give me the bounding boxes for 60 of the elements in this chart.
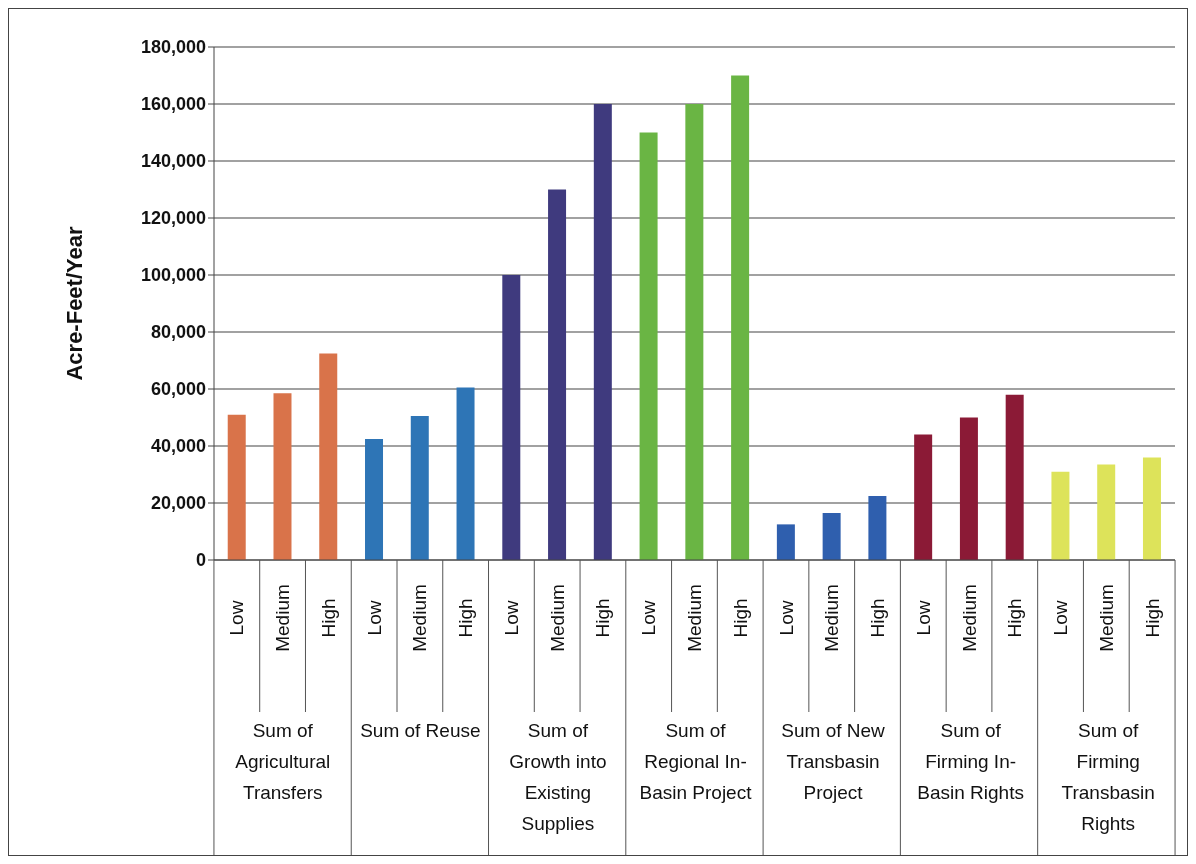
x-tick-label: High — [317, 598, 339, 638]
x-tick-label: Low — [226, 600, 248, 636]
y-tick-label: 0 — [195, 550, 206, 571]
text: Sum of Reuse — [359, 719, 482, 743]
x-tick-label: Medium — [546, 584, 568, 652]
bar — [1142, 457, 1161, 560]
bar — [1051, 471, 1070, 560]
y-tick-label: 40,000 — [150, 436, 206, 457]
x-tick-label: Medium — [684, 584, 705, 652]
bar — [822, 512, 841, 560]
bar — [776, 524, 795, 560]
x-tick-label: Low — [363, 600, 385, 636]
x-tick-label: Low — [912, 600, 934, 636]
bar — [365, 438, 384, 560]
bar — [502, 275, 521, 560]
y-tick-label: 60,000 — [150, 379, 206, 400]
bar — [410, 416, 429, 560]
bar — [273, 393, 292, 560]
text: Sum of Growth into Existing Supplies — [508, 719, 608, 836]
bar — [456, 387, 475, 560]
x-tick-label: Medium — [821, 584, 843, 652]
bar — [959, 417, 978, 560]
bar — [685, 104, 704, 560]
x-tick-label: Medium — [272, 584, 294, 652]
text: Sum of Regional In-Basin Project — [638, 719, 753, 805]
text: Sum of Firming Transbasin Rights — [1060, 719, 1156, 836]
x-tick-label: Medium — [958, 584, 980, 652]
bar — [593, 104, 612, 560]
y-axis-title: Acre-Feet/Year — [61, 226, 87, 381]
bar — [1005, 394, 1024, 560]
x-tick-label: High — [729, 598, 751, 638]
bar — [1097, 464, 1116, 560]
y-tick-label: 80,000 — [150, 322, 206, 343]
y-tick-label: 140,000 — [140, 151, 206, 172]
bar — [731, 75, 750, 560]
bar — [639, 132, 658, 560]
y-tick-label: 160,000 — [140, 94, 206, 115]
y-tick-label: 180,000 — [140, 37, 206, 58]
x-tick-label: Medium — [409, 584, 431, 652]
text: Sum of New Transbasin Project — [780, 719, 886, 805]
x-tick-label: Low — [775, 600, 797, 636]
bar — [319, 353, 338, 560]
x-tick-label: High — [1004, 598, 1026, 638]
y-tick-label: 20,000 — [150, 493, 206, 514]
x-tick-label: High — [1141, 598, 1163, 638]
bar — [868, 495, 887, 560]
y-tick-label: 100,000 — [140, 265, 206, 286]
y-tick-label: 120,000 — [140, 208, 206, 229]
x-tick-label: Low — [500, 600, 522, 636]
x-tick-label: High — [455, 598, 477, 638]
x-tick-label: High — [867, 598, 889, 638]
bar — [914, 434, 933, 560]
text: Sum of Firming In-Basin Rights — [916, 719, 1025, 805]
x-tick-label: Low — [1050, 600, 1072, 636]
text: Sum of Agricultural Transfers — [234, 719, 332, 805]
bar — [548, 189, 567, 560]
x-tick-label: Medium — [1095, 584, 1117, 652]
bar — [227, 414, 246, 560]
x-tick-label: Low — [638, 600, 660, 636]
x-tick-label: High — [592, 598, 614, 638]
